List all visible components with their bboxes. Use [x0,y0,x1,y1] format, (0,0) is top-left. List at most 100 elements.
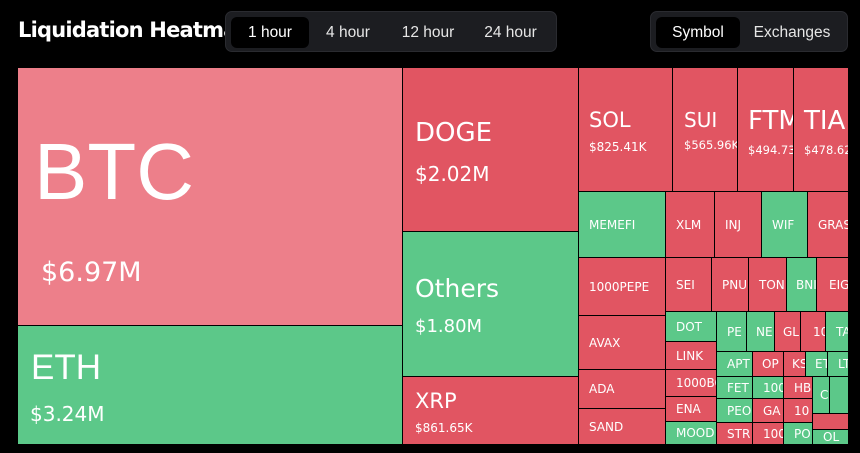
tile-symbol: INJ [725,217,742,232]
tile-symbol: SOL [589,108,631,132]
tile-dot[interactable]: DOT [665,311,717,342]
tile-pe[interactable]: PE [716,311,747,352]
tile-symbol: GL [783,324,799,339]
tile-symbol: APT [727,357,750,371]
tile-symbol: DOGE [415,118,493,148]
tile-lt[interactable]: LT [827,351,849,377]
tile-symbol: AVAX [589,335,621,350]
tile-eth[interactable]: ETH $3.24M [17,325,403,445]
tile-apt[interactable]: APT [716,351,753,377]
tile-value: $494.73 [748,143,794,157]
tile-sui[interactable]: SUI $565.96K [672,67,738,192]
tile-others[interactable]: Others $1.80M [402,231,579,377]
tile-symbol: TIA [804,106,846,136]
tile-wif[interactable]: WIF [761,191,808,258]
tab-12-hour[interactable]: 12 hour [401,24,455,41]
tile-value: $6.97M [41,257,142,288]
tile-symbol: EIG [829,277,849,292]
tile-symbol: BTC [34,127,194,216]
tile-c[interactable]: C [812,376,830,414]
tile-str[interactable]: STR [716,422,753,445]
tile-symbol: OP [762,357,779,371]
tile-op[interactable]: OP [752,351,784,377]
tile-red-small[interactable] [812,413,849,430]
tile-symbol: ETH [31,348,101,387]
tab-symbol[interactable]: Symbol [656,17,740,48]
tile-tia[interactable]: TIA $478.62 [793,67,849,192]
tile-symbol: 100 [763,426,784,441]
tab-24-hour[interactable]: 24 hour [484,24,537,41]
tile-symbol: HB [794,380,812,395]
tile-ol[interactable]: OL [812,429,849,445]
tile-memefi[interactable]: MEMEFI [578,191,666,258]
tab-1-hour[interactable]: 1 hour [231,17,309,48]
tile-symbol: PE [727,324,742,339]
tile-pnut[interactable]: PNU [711,257,749,312]
tile-10b[interactable]: 10 [783,398,813,423]
tile-xlm[interactable]: XLM [665,191,715,258]
tile-po[interactable]: PO [783,422,813,445]
tile-symbol: ET [815,357,827,371]
tile-symbol: PEO [727,403,752,418]
tile-symbol: GA [763,403,781,418]
tile-symbol: 100 [763,380,784,395]
tile-symbol: ADA [589,382,615,396]
tile-value: $825.41K [589,140,647,154]
tile-link[interactable]: LINK [665,341,717,370]
tile-symbol: FTM [748,106,793,136]
tile-inj[interactable]: INJ [714,191,762,258]
tile-hb[interactable]: HB [783,376,813,399]
tile-1000pepe[interactable]: 1000PEPE [578,257,666,316]
tile-sand[interactable]: SAND [578,408,666,445]
tile-100a[interactable]: 100 [752,376,784,399]
tile-symbol: BNI [796,277,817,292]
tile-100c[interactable]: 100 [752,422,784,445]
tile-moodeng[interactable]: MOOD [665,421,717,445]
tile-ga[interactable]: GA [752,398,784,423]
tile-symbol: C [820,388,829,402]
tile-ftm[interactable]: FTM $494.73 [737,67,794,192]
tab-exchanges[interactable]: Exchanges [753,24,831,41]
tile-ta[interactable]: TA [825,311,849,352]
tile-xrp[interactable]: XRP $861.65K [402,376,579,445]
tile-symbol: DOT [676,320,703,334]
tile-btc[interactable]: BTC $6.97M [17,67,403,326]
tile-symbol: WIF [772,217,795,232]
tile-ne[interactable]: NE [746,311,775,352]
tile-ton[interactable]: TON [748,257,787,312]
tile-value: $2.02M [415,162,490,186]
tile-symbol: MEMEFI [589,217,636,232]
tile-et[interactable]: ET [805,351,828,377]
tab-4-hour[interactable]: 4 hour [326,24,370,41]
tile-symbol: SAND [589,419,624,434]
tile-avax[interactable]: AVAX [578,315,666,370]
tile-symbol: XLM [676,217,702,232]
tile-sol[interactable]: SOL $825.41K [578,67,673,192]
tile-doge[interactable]: DOGE $2.02M [402,67,579,232]
tile-value: $1.80M [415,316,483,337]
tile-symbol: NE [756,324,773,339]
tile-ena[interactable]: ENA [665,396,717,422]
tile-grass[interactable]: GRAS [807,191,849,258]
tile-ada[interactable]: ADA [578,369,666,409]
tile-value: $861.65K [415,421,473,435]
header-bar: Liquidation Heatmap 1 hour 4 hour 12 hou… [0,0,860,62]
tile-symbol: SEI [676,277,695,292]
tile-1000bonk[interactable]: 1000BC [665,369,717,397]
tile-bnb[interactable]: BNI [786,257,817,312]
tile-peo[interactable]: PEO [716,398,753,423]
tile-sei[interactable]: SEI [665,257,712,312]
tile-symbol: TA [836,324,848,339]
tile-eigen[interactable]: EIG [816,257,849,312]
tile-symbol: STR [727,426,751,441]
tile-gl[interactable]: GL [774,311,801,352]
page-title: Liquidation Heatmap [18,18,252,42]
tile-symbol: PO [794,426,811,441]
tile-symbol: 1000PEPE [589,279,650,294]
tile-value: $565.96K [684,138,738,152]
tile-misc[interactable] [829,376,849,414]
tile-ks[interactable]: KS [783,351,806,377]
tile-fet[interactable]: FET [716,376,753,399]
tile-10a[interactable]: 10 [800,311,826,352]
